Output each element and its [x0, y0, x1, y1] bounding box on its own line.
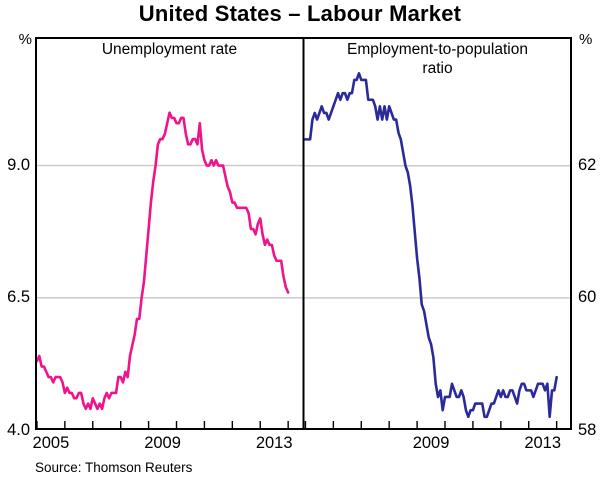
right-axis-tick-label: 62 [578, 156, 597, 174]
right-axis-tick-label: 60 [578, 288, 597, 306]
panel-label-unemployment: Unemployment rate [101, 41, 238, 58]
plot-border [35, 37, 572, 430]
plot-area [35, 37, 572, 430]
x-axis-label: 2009 [412, 434, 450, 452]
source-note: Source: Thomson Reuters [35, 460, 193, 475]
left-axis-unit: % [18, 31, 32, 48]
x-axis-label: 2013 [524, 434, 562, 452]
left-axis-tick-label: 4.0 [7, 421, 30, 439]
left-axis-tick-label: 6.5 [7, 288, 30, 306]
employment-ratio-line [304, 72, 558, 419]
chart-canvas [35, 37, 572, 430]
x-axis: 2005 2009 2013 2009 2013 [32, 434, 572, 456]
x-axis-label: 2009 [144, 434, 181, 452]
left-axis-tick-label: 9.0 [7, 156, 30, 174]
chart-title: United States – Labour Market [138, 1, 462, 26]
right-axis-tick-label: 58 [578, 421, 597, 439]
x-axis-label: 2005 [32, 434, 70, 452]
right-axis-unit: % [579, 31, 593, 48]
x-axis-label: 2013 [255, 434, 293, 452]
unemployment-line [35, 111, 290, 411]
panel-label-employment-ratio: Employment-to-population ratio [347, 41, 528, 77]
